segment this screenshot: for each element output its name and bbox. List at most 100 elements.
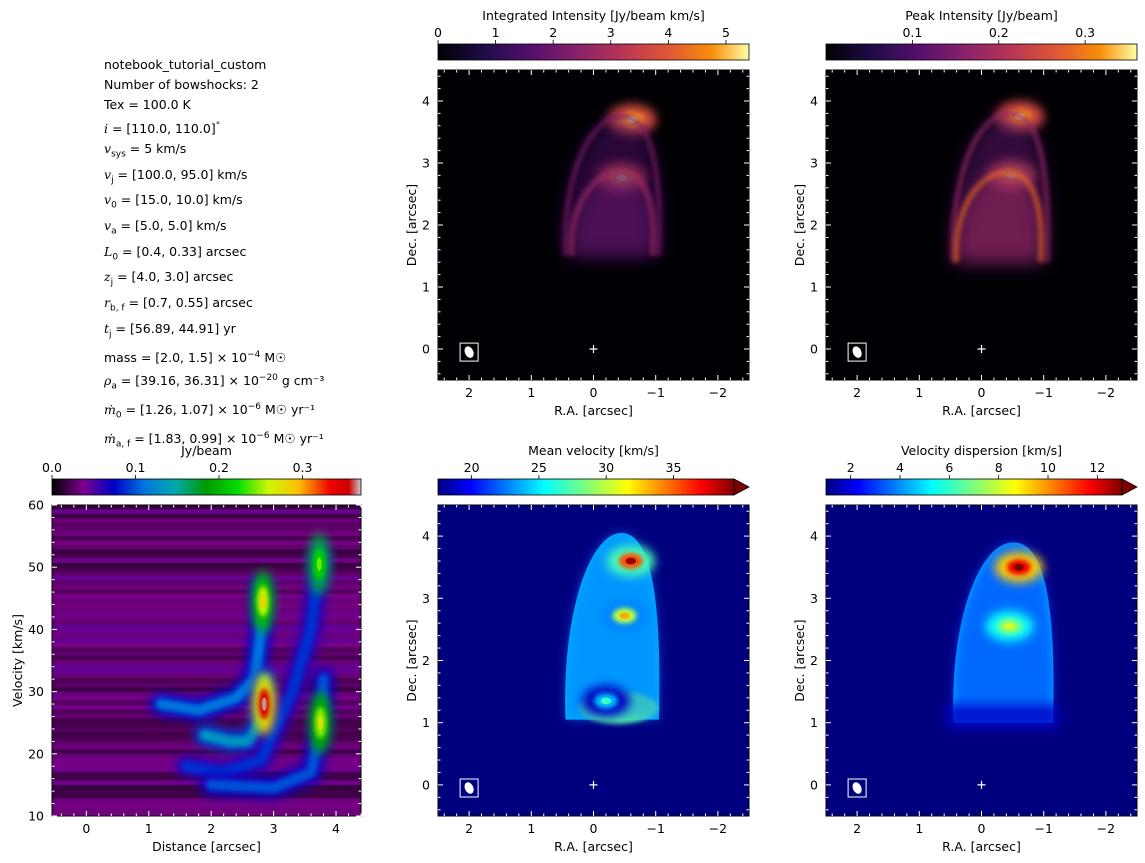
param-tex: Tex = 100.0 K — [104, 97, 191, 113]
x-axis-label: R.A. [arcsec] — [942, 839, 1021, 854]
noise-band — [52, 807, 361, 813]
x-tick-label: 2 — [465, 385, 473, 400]
x-tick-label: 1 — [915, 385, 923, 400]
y-axis-label: Dec. [arcsec] — [404, 184, 419, 266]
noise-band — [52, 793, 361, 799]
param-line: i = [110.0, 110.0]° — [104, 120, 221, 136]
noise-band — [52, 798, 361, 804]
y-axis-label: Velocity [km/s] — [10, 614, 25, 707]
noise-band — [52, 651, 361, 657]
colorbar-tick-label: 30 — [598, 460, 614, 475]
x-axis-label: R.A. [arcsec] — [554, 839, 633, 854]
colorbar-tick-label: 4 — [896, 460, 904, 475]
panel-4: 2 1 0 −1 −2 0 1 2 3 4 R.A. [arcsec] Dec. [arcsec] 20… — [404, 443, 750, 854]
noise-band — [52, 620, 361, 626]
noise-band — [52, 664, 361, 670]
colorbar-frame — [437, 478, 735, 496]
noise-band — [52, 656, 361, 661]
pv-arc — [180, 549, 326, 778]
noise-band — [52, 802, 361, 808]
colorbar-tick-label: 25 — [531, 460, 547, 475]
x-tick-label: 2 — [853, 385, 861, 400]
x-tick-label: −2 — [709, 821, 727, 836]
emission-shell — [956, 172, 1042, 263]
colorbar-tick-label: 0.3 — [293, 460, 313, 475]
colorbar-tick-label: 6 — [945, 460, 953, 475]
y-tick-label: 4 — [810, 94, 818, 109]
y-tick-label: 3 — [810, 591, 818, 606]
noise-band — [52, 691, 361, 697]
noise-band — [52, 544, 361, 550]
noise-band — [52, 531, 361, 537]
beam-ellipse — [852, 346, 862, 358]
y-tick-label: 1 — [422, 280, 430, 295]
colorbar-tick-label: 0.3 — [1075, 25, 1095, 40]
colorbar-tick-label: 0.2 — [989, 25, 1009, 40]
image-layer — [562, 104, 662, 257]
colorbar-tick-label: 2 — [549, 25, 557, 40]
image-layer — [950, 101, 1050, 263]
colorbar-title: Mean velocity [km/s] — [528, 443, 659, 458]
param-line: zj = [4.0, 3.0] arcsec — [104, 269, 234, 288]
noise-band — [52, 558, 361, 564]
param-line: v0 = [15.0, 10.0] km/s — [104, 192, 243, 211]
noise-band — [52, 811, 361, 816]
colorbar — [826, 44, 1137, 60]
colorbar-tick-label: 2 — [847, 460, 855, 475]
colorbar-frame — [437, 43, 750, 61]
noise-band — [52, 589, 361, 595]
y-axis-label: Dec. [arcsec] — [792, 184, 807, 266]
x-tick-label: −1 — [646, 385, 664, 400]
knot-peak — [316, 557, 322, 571]
beam-box — [847, 342, 867, 362]
shell-rim — [950, 110, 1050, 263]
knot-peak — [261, 697, 267, 711]
param-line: ρa = [39.16, 36.31] × 10−20 g cm⁻³ — [104, 372, 325, 392]
colorbar-tick-label: 8 — [995, 460, 1003, 475]
noise-band — [52, 567, 361, 573]
y-axis-label: Dec. [arcsec] — [404, 619, 419, 701]
noise-band — [52, 753, 361, 759]
source-marker — [977, 780, 986, 789]
beam-box — [459, 778, 479, 798]
y-tick-label: 4 — [422, 529, 430, 544]
colorbar-tick-label: 0.2 — [209, 460, 229, 475]
param-line: vj = [100.0, 95.0] km/s — [104, 166, 248, 186]
beam-box — [459, 342, 479, 362]
x-tick-label: −2 — [1097, 821, 1115, 836]
x-tick-label: −2 — [709, 385, 727, 400]
panel-3: 0 1 2 3 4 10 20 30 40 50 60 Distance [arcsec] Veloci… — [10, 443, 362, 854]
noise-band — [52, 660, 361, 666]
source-marker — [589, 780, 598, 789]
colorbar-tick-label: 4 — [664, 25, 672, 40]
parameter-list: notebook_tutorial_custom Number of bowsh… — [104, 55, 324, 455]
noise-band — [52, 642, 361, 648]
noise-band — [52, 611, 361, 617]
noise-band — [52, 562, 361, 568]
colorbar-tick-label: 0.1 — [902, 25, 922, 40]
noise-band — [52, 647, 361, 653]
colorbar-tick-label: 1 — [492, 25, 500, 40]
colorbar-tick-label: 12 — [1089, 460, 1105, 475]
y-tick-label: 2 — [422, 218, 430, 233]
x-tick-label: −1 — [646, 821, 664, 836]
noise-band — [52, 584, 361, 590]
x-tick-label: 1 — [915, 821, 923, 836]
noise-band — [52, 682, 361, 688]
x-tick-label: 2 — [465, 821, 473, 836]
colorbar-frame — [825, 43, 1138, 61]
colorbar-frame — [825, 478, 1123, 496]
noise-band — [52, 598, 361, 604]
x-tick-label: 1 — [527, 821, 535, 836]
source-marker — [977, 345, 986, 353]
shell-rim — [562, 113, 662, 257]
knot-peak — [625, 557, 637, 565]
y-tick-label: 2 — [810, 218, 818, 233]
panel-2: 2 1 0 −1 −2 0 1 2 3 4 R.A. [arcsec] Dec. [arcsec] 0.… — [792, 8, 1138, 418]
x-tick-label: 0 — [978, 385, 986, 400]
y-tick-label: 3 — [422, 156, 430, 171]
colorbar-extend — [733, 478, 750, 496]
noise-band — [52, 536, 361, 542]
x-tick-label: 0 — [82, 821, 90, 836]
